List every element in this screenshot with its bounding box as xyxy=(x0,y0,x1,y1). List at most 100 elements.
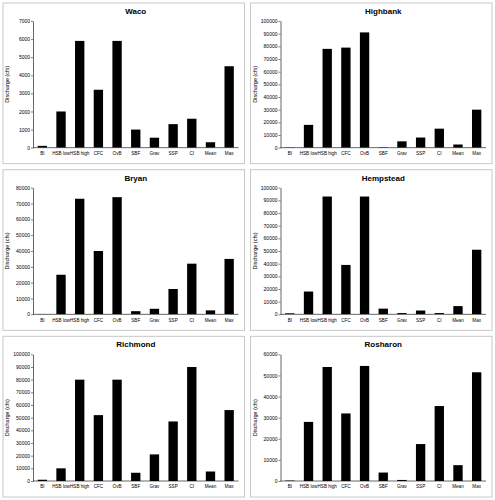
y-tick-label: 10000 xyxy=(264,132,278,138)
x-tick: CFC xyxy=(341,148,351,156)
y-tick: 70000 xyxy=(16,389,33,395)
bar xyxy=(285,480,294,481)
x-tick-label: BI xyxy=(40,484,44,489)
x-tick: Mean xyxy=(205,148,217,156)
panel-frame xyxy=(251,170,493,331)
x-axis: BIHSB lowHSB highCFCOvBSBFGravSSPCIMeanM… xyxy=(281,314,487,322)
bar xyxy=(112,380,121,481)
x-tick: SSP xyxy=(416,148,425,156)
y-tick-label: 30000 xyxy=(16,264,30,270)
x-tick-label: HSB high xyxy=(317,151,337,156)
y-tick: 0 xyxy=(27,478,33,484)
x-tick: SSP xyxy=(169,148,178,156)
bar xyxy=(187,264,196,315)
x-tick-label: Mean xyxy=(452,318,464,323)
x-tick-label: CFC xyxy=(341,151,351,156)
x-tick-label: SBF xyxy=(131,484,140,489)
bar xyxy=(56,111,65,147)
y-tick: 1000 xyxy=(19,127,33,133)
bar xyxy=(341,413,350,481)
y-tick: 20000 xyxy=(264,436,281,442)
y-tick-mark xyxy=(31,188,33,189)
y-axis-line xyxy=(33,188,34,315)
y-tick: 0 xyxy=(275,478,281,484)
y-tick-mark xyxy=(279,148,281,149)
x-tick-label: OvB xyxy=(360,318,369,323)
x-tick: Grav xyxy=(149,314,160,322)
y-tick-label: 30000 xyxy=(264,107,278,113)
y-tick-mark xyxy=(31,314,33,315)
y-tick-mark xyxy=(31,380,33,381)
x-tick-label: BI xyxy=(40,318,44,323)
chart-title: Highbank xyxy=(365,7,402,16)
y-tick-label: 60000 xyxy=(16,402,30,408)
x-tick: Grav xyxy=(149,148,160,156)
x-tick: SBF xyxy=(379,314,388,322)
y-tick: 20000 xyxy=(16,280,33,286)
bars xyxy=(285,366,481,481)
y-tick-mark xyxy=(31,468,33,469)
y-tick-mark xyxy=(31,130,33,131)
x-tick: HSB low xyxy=(300,314,318,322)
x-tick-label: HSB low xyxy=(300,151,318,156)
bar xyxy=(224,66,233,147)
y-tick: 100000 xyxy=(13,351,33,357)
y-tick-label: 0 xyxy=(27,478,30,484)
y-tick-mark xyxy=(279,122,281,123)
panel: HempsteadDischarge (cfs)0100002000030000… xyxy=(251,170,493,331)
y-tick-label: 0 xyxy=(275,478,278,484)
y-tick: 100000 xyxy=(261,18,281,24)
y-tick: 40000 xyxy=(16,427,33,433)
panel-frame xyxy=(251,336,493,497)
x-tick: Grav xyxy=(149,481,160,489)
x-tick: OvB xyxy=(360,314,369,322)
x-tick: Mean xyxy=(205,481,217,489)
y-tick-label: 100000 xyxy=(261,185,278,191)
x-tick: BI xyxy=(288,481,292,489)
y-tick-label: 40000 xyxy=(264,394,278,400)
y-tick-mark xyxy=(31,267,33,268)
bar xyxy=(75,199,84,315)
y-tick-label: 5000 xyxy=(19,54,30,60)
y-tick-label: 2000 xyxy=(19,109,30,115)
x-tick-label: OvB xyxy=(113,318,122,323)
x-tick-label: Max xyxy=(472,318,481,323)
bars xyxy=(285,32,481,147)
y-tick-mark xyxy=(279,418,281,419)
x-tick-label: SSP xyxy=(169,484,178,489)
y-tick-mark xyxy=(279,226,281,227)
y-tick-mark xyxy=(279,21,281,22)
bar xyxy=(472,250,481,315)
y-tick-label: 30000 xyxy=(16,440,30,446)
y-tick-label: 10000 xyxy=(264,457,278,463)
y-tick-mark xyxy=(31,283,33,284)
bar xyxy=(360,32,369,147)
x-tick-label: Grav xyxy=(397,318,408,323)
y-tick: 20000 xyxy=(264,286,281,292)
bar xyxy=(323,197,332,315)
x-tick-label: SSP xyxy=(416,151,425,156)
y-tick-mark xyxy=(31,75,33,76)
x-tick-label: CFC xyxy=(94,484,104,489)
y-axis-title: Discharge (cfs) xyxy=(4,66,10,103)
bar xyxy=(75,380,84,481)
y-tick: 40000 xyxy=(264,261,281,267)
y-tick-label: 80000 xyxy=(264,43,278,49)
x-tick: Max xyxy=(225,148,234,156)
x-tick: HSB low xyxy=(52,314,70,322)
x-tick: SBF xyxy=(131,481,140,489)
y-tick-label: 90000 xyxy=(264,31,278,37)
y-tick: 50000 xyxy=(264,248,281,254)
y-tick-label: 70000 xyxy=(264,223,278,229)
y-tick-label: 0 xyxy=(275,311,278,317)
panel-frame xyxy=(3,170,245,331)
y-tick: 50000 xyxy=(264,373,281,379)
y-tick-mark xyxy=(279,481,281,482)
bar xyxy=(285,313,294,314)
y-tick-label: 10000 xyxy=(16,465,30,471)
y-tick-mark xyxy=(279,289,281,290)
x-tick-label: Max xyxy=(225,484,234,489)
x-tick-label: BI xyxy=(288,484,292,489)
y-tick-label: 10000 xyxy=(16,296,30,302)
x-tick-label: BI xyxy=(40,151,44,156)
